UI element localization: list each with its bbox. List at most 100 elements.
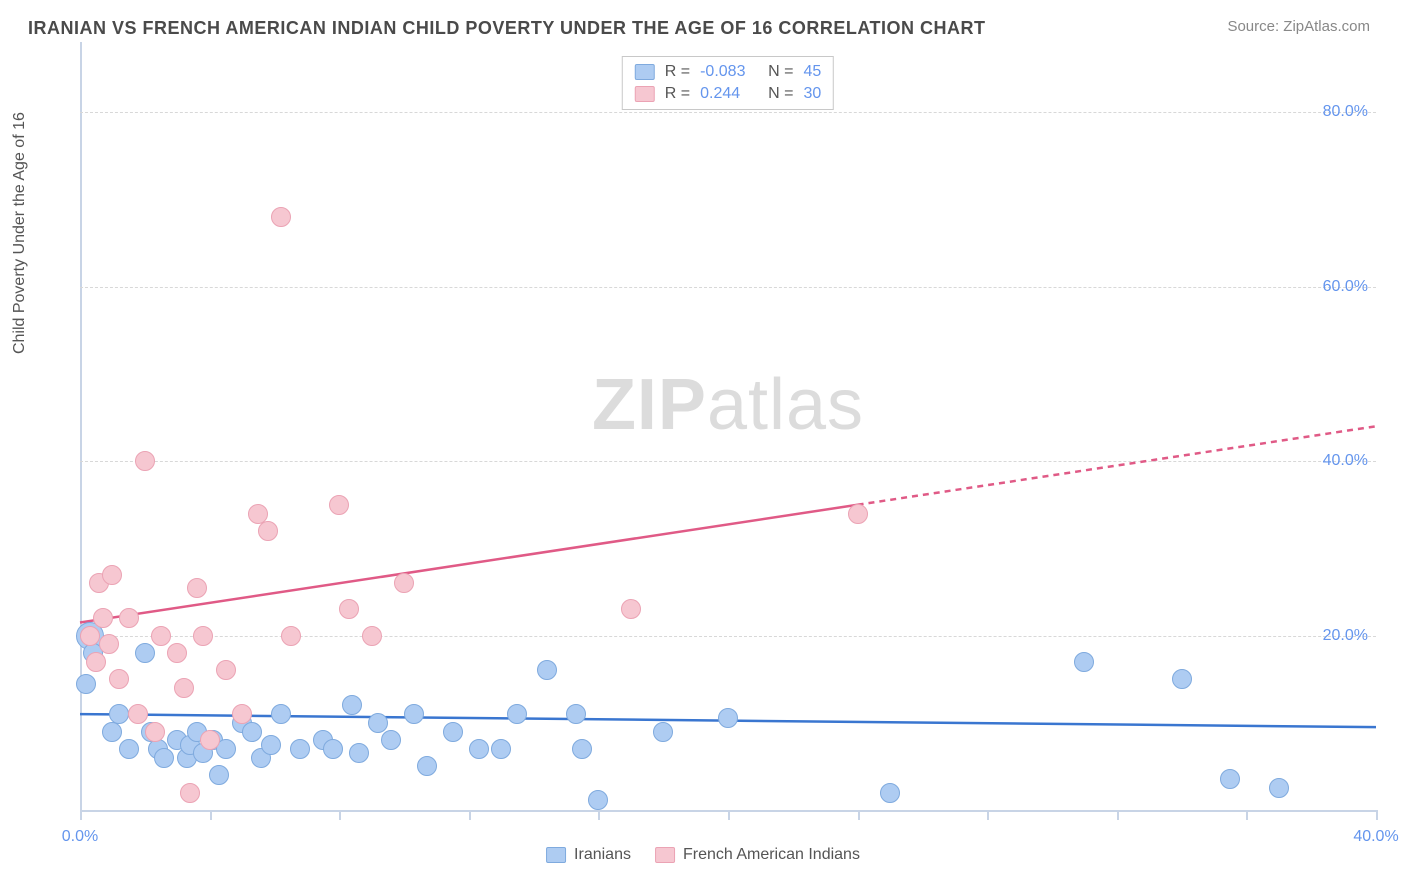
scatter-point [242, 722, 262, 742]
scatter-point [404, 704, 424, 724]
trendlines [80, 60, 1376, 810]
scatter-point [381, 730, 401, 750]
scatter-point [80, 626, 100, 646]
x-tick [469, 810, 471, 820]
x-tick-label: 40.0% [1353, 828, 1398, 846]
scatter-point [167, 643, 187, 663]
scatter-point [135, 451, 155, 471]
x-tick [210, 810, 212, 820]
scatter-point [323, 739, 343, 759]
x-tick [339, 810, 341, 820]
y-tick-label: 60.0% [1323, 278, 1368, 296]
y-axis-label: Child Poverty Under the Age of 16 [11, 112, 29, 354]
scatter-point [394, 573, 414, 593]
legend-correlation-row: R =0.244N =30 [635, 83, 821, 105]
scatter-point [99, 634, 119, 654]
scatter-point [109, 704, 129, 724]
legend-swatch [635, 64, 655, 80]
scatter-point [1269, 778, 1289, 798]
scatter-point [135, 643, 155, 663]
n-value: 45 [803, 63, 821, 81]
scatter-point [258, 521, 278, 541]
grid-line [80, 112, 1376, 113]
page-title: IRANIAN VS FRENCH AMERICAN INDIAN CHILD … [28, 18, 986, 39]
plot-area: ZIPatlas R =-0.083N =45R =0.244N =30 20.… [80, 60, 1376, 812]
n-value: 30 [803, 85, 821, 103]
scatter-point [1172, 669, 1192, 689]
scatter-point [119, 608, 139, 628]
scatter-point [368, 713, 388, 733]
n-label: N = [768, 63, 793, 81]
legend-correlation-row: R =-0.083N =45 [635, 61, 821, 83]
source-attribution: Source: ZipAtlas.com [1227, 18, 1370, 35]
x-tick [1117, 810, 1119, 820]
y-tick-label: 20.0% [1323, 627, 1368, 645]
scatter-point [1074, 652, 1094, 672]
scatter-point [216, 660, 236, 680]
scatter-point [193, 626, 213, 646]
scatter-point [718, 708, 738, 728]
x-tick [1246, 810, 1248, 820]
scatter-point [362, 626, 382, 646]
grid-line [80, 461, 1376, 462]
scatter-point [151, 626, 171, 646]
x-tick [1376, 810, 1378, 820]
scatter-point [339, 599, 359, 619]
scatter-point [342, 695, 362, 715]
y-tick-label: 80.0% [1323, 103, 1368, 121]
scatter-point [86, 652, 106, 672]
grid-line [80, 287, 1376, 288]
scatter-point [443, 722, 463, 742]
scatter-point [572, 739, 592, 759]
scatter-point [507, 704, 527, 724]
legend-series-item: French American Indians [655, 846, 860, 864]
scatter-point [209, 765, 229, 785]
scatter-point [271, 704, 291, 724]
x-tick [598, 810, 600, 820]
grid-line [80, 636, 1376, 637]
x-tick-label: 0.0% [62, 828, 98, 846]
scatter-point [290, 739, 310, 759]
x-tick [80, 810, 82, 820]
y-axis-line [80, 42, 82, 810]
scatter-point [848, 504, 868, 524]
scatter-point [1220, 769, 1240, 789]
scatter-point [174, 678, 194, 698]
scatter-point [329, 495, 349, 515]
scatter-point [566, 704, 586, 724]
scatter-point [621, 599, 641, 619]
scatter-point [469, 739, 489, 759]
legend-swatch [655, 847, 675, 863]
legend-correlation: R =-0.083N =45R =0.244N =30 [622, 56, 834, 110]
r-label: R = [665, 85, 690, 103]
legend-series: Iranians French American Indians [546, 846, 860, 864]
scatter-point [102, 722, 122, 742]
scatter-point [109, 669, 129, 689]
scatter-point [232, 704, 252, 724]
scatter-point [417, 756, 437, 776]
scatter-point [119, 739, 139, 759]
watermark: ZIPatlas [592, 364, 864, 446]
legend-swatch [635, 86, 655, 102]
x-tick [728, 810, 730, 820]
legend-series-label: French American Indians [683, 846, 860, 864]
y-tick-label: 40.0% [1323, 452, 1368, 470]
scatter-point [128, 704, 148, 724]
legend-series-item: Iranians [546, 846, 631, 864]
x-tick [987, 810, 989, 820]
scatter-point [281, 626, 301, 646]
scatter-point [187, 578, 207, 598]
scatter-point [200, 730, 220, 750]
scatter-point [588, 790, 608, 810]
scatter-point [271, 207, 291, 227]
scatter-point [349, 743, 369, 763]
chart-container: Child Poverty Under the Age of 16 ZIPatl… [30, 60, 1376, 872]
scatter-point [261, 735, 281, 755]
scatter-point [93, 608, 113, 628]
scatter-point [653, 722, 673, 742]
legend-series-label: Iranians [574, 846, 631, 864]
r-value: 0.244 [700, 85, 758, 103]
scatter-point [76, 674, 96, 694]
scatter-point [145, 722, 165, 742]
legend-swatch [546, 847, 566, 863]
